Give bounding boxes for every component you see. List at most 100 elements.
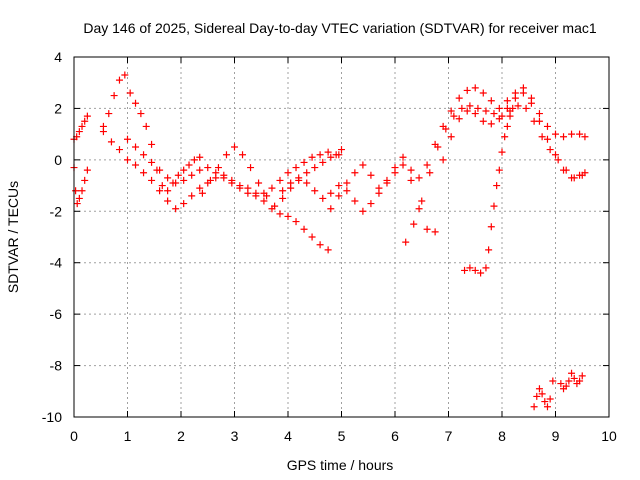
data-point [180,200,188,208]
data-point [503,97,511,105]
data-point [124,156,131,164]
data-point [132,143,140,151]
data-point [560,133,568,141]
x-axis-label: GPS time / hours [287,457,394,473]
data-point [490,202,498,210]
data-point [426,169,434,177]
data-point [495,166,503,174]
x-tick-label: 7 [445,428,453,444]
data-point [247,164,255,172]
data-point [83,112,91,120]
data-point [535,385,543,393]
data-point [407,166,415,174]
data-point [568,174,576,182]
data-point [164,187,172,195]
data-point [431,228,439,236]
data-point [214,164,222,172]
data-point [316,241,324,249]
data-point [479,89,487,97]
data-point [495,115,503,123]
data-point [252,192,260,200]
data-point [292,218,300,226]
data-point [158,182,166,190]
data-point [335,182,343,190]
data-point [442,125,450,133]
data-point [99,128,107,136]
data-point [335,151,343,159]
data-point [204,164,212,172]
data-point [434,143,442,151]
data-point [535,117,543,125]
data-point [137,110,145,118]
data-point [495,104,503,112]
data-point [196,166,204,174]
series-arc-j [439,89,589,182]
data-point [268,184,276,192]
data-point [292,164,300,172]
data-point [359,207,367,215]
data-point [511,94,519,102]
data-point [236,184,244,192]
data-point [554,156,562,164]
data-point [156,166,164,174]
data-point [244,189,252,197]
data-point [308,153,316,161]
data-point [105,110,113,118]
data-point [402,238,410,246]
x-tick-label: 9 [552,428,560,444]
data-point [188,171,196,179]
data-point [538,390,546,398]
data-point [552,151,559,159]
data-point [455,115,463,123]
data-point [418,197,426,205]
data-point [375,184,383,192]
data-point [198,189,206,197]
data-point [75,128,83,136]
y-tick-label: -2 [50,203,63,219]
data-point [490,110,498,118]
data-point [228,179,236,187]
data-point [552,130,559,138]
data-point [239,151,247,159]
data-point [506,112,514,120]
data-point [463,107,471,115]
data-point [324,148,332,156]
data-point [212,169,220,177]
data-point [142,122,150,130]
data-point [578,372,586,380]
data-point [295,174,303,182]
data-point [327,205,335,213]
data-point [498,148,506,156]
data-point [276,210,284,218]
data-point [474,104,482,112]
data-point [156,187,164,195]
grid-lines [74,57,609,417]
data-point [471,84,479,92]
data-point [543,122,551,130]
data-points [70,71,589,411]
data-point [530,403,538,411]
data-point [124,135,131,143]
data-point [164,174,172,182]
data-point [180,166,188,174]
data-point [560,166,568,174]
series-arc-d [99,128,332,254]
data-point [546,395,554,403]
data-point [338,146,345,154]
data-point [276,176,284,184]
data-point [343,179,351,187]
data-point [287,179,295,187]
data-point [206,176,214,184]
data-point [327,189,335,197]
data-point [565,377,573,385]
data-point [482,107,490,115]
data-point [81,117,89,125]
data-point [121,71,129,79]
data-point [415,174,423,182]
data-point [319,158,327,166]
data-point [188,192,196,200]
y-tick-label: -6 [50,306,63,322]
data-point [519,89,527,97]
data-point [231,143,238,151]
